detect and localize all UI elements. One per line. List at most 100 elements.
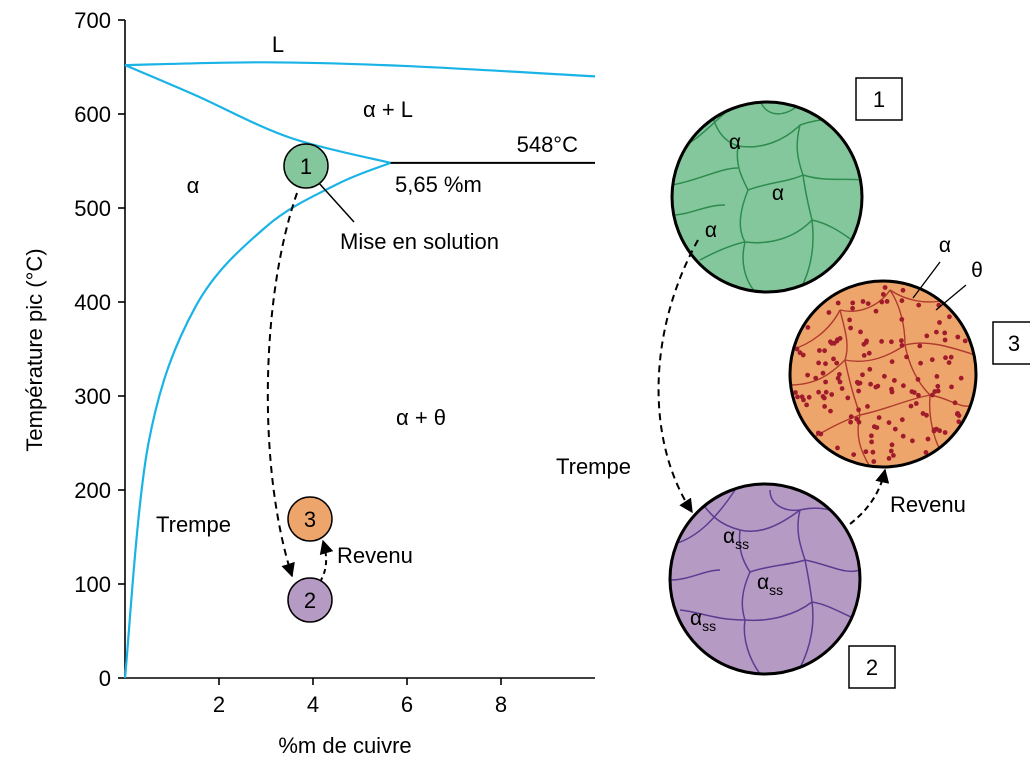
theta-precipitate xyxy=(884,299,890,304)
theta-precipitate xyxy=(901,383,906,389)
theta-precipitate xyxy=(956,419,962,425)
theta-precipitate xyxy=(861,341,867,347)
theta-precipitate xyxy=(820,370,826,376)
theta-precipitate xyxy=(850,300,856,306)
y-tick-label: 600 xyxy=(74,102,111,127)
micro-3-alpha-leader xyxy=(912,261,941,299)
step-1-box-frame xyxy=(855,77,903,121)
solution-leader-line xyxy=(317,181,355,223)
eutectic-temperature-label: 548°C xyxy=(517,132,579,157)
theta-precipitate xyxy=(816,389,821,395)
theta-precipitate xyxy=(818,431,824,437)
theta-precipitate xyxy=(848,414,854,420)
theta-precipitate xyxy=(930,392,935,398)
temper-arrow-chart xyxy=(319,539,334,583)
theta-precipitate xyxy=(899,317,905,322)
theta-precipitate xyxy=(899,298,905,304)
theta-precipitate xyxy=(850,305,855,311)
theta-precipitate xyxy=(823,389,829,395)
theta-precipitate xyxy=(866,350,872,356)
theta-precipitate xyxy=(929,357,935,363)
theta-precipitate xyxy=(892,426,898,432)
theta-precipitate xyxy=(880,292,886,297)
micro-3-theta-leader xyxy=(935,284,967,311)
theta-precipitate xyxy=(958,375,964,381)
x-axis-title: %m de cuivre xyxy=(278,733,411,758)
theta-precipitate xyxy=(955,411,961,416)
y-tick-label: 700 xyxy=(74,8,111,33)
micro-1-disc xyxy=(672,102,862,292)
micro-3-disc xyxy=(790,281,976,467)
theta-precipitate xyxy=(797,350,803,356)
theta-precipitate xyxy=(822,404,827,409)
phase-boundaries xyxy=(123,61,596,679)
theta-precipitate xyxy=(962,338,968,344)
region-label-liquid: L xyxy=(272,32,284,57)
microstructure-quenched: αss αss αss xyxy=(668,482,862,676)
x-tick-label: 2 xyxy=(213,692,225,717)
chart-axes xyxy=(124,20,595,679)
micro-3-precipitates xyxy=(793,285,968,464)
theta-precipitate xyxy=(821,395,827,401)
micro-2-alpha-ss-b: αss xyxy=(757,571,783,598)
theta-precipitate xyxy=(868,381,873,387)
theta-precipitate xyxy=(848,325,853,331)
theta-precipitate xyxy=(924,333,930,339)
quench-arrow-chart xyxy=(266,192,298,578)
eutectic-composition-label: 5,65 %m xyxy=(395,172,482,197)
temper-label-micro: Revenu xyxy=(890,492,966,517)
theta-precipitate xyxy=(869,433,874,439)
theta-precipitate xyxy=(913,401,919,406)
theta-precipitate xyxy=(918,360,923,366)
theta-precipitate xyxy=(920,411,926,416)
step-1-box-number: 1 xyxy=(873,87,885,112)
theta-precipitate xyxy=(869,439,874,445)
theta-precipitate xyxy=(801,397,806,403)
theta-precipitate xyxy=(946,360,952,365)
theta-precipitate xyxy=(942,430,948,435)
theta-precipitate xyxy=(845,395,851,401)
theta-precipitate xyxy=(867,366,873,372)
theta-precipitate xyxy=(873,384,879,390)
theta-precipitate xyxy=(882,373,887,379)
theta-precipitate xyxy=(851,452,857,457)
quench-arrow-micro xyxy=(657,239,699,514)
theta-precipitate xyxy=(813,375,819,381)
solidus-curve xyxy=(124,64,391,164)
theta-precipitate xyxy=(837,336,843,341)
microstructure-tempered: α θ xyxy=(788,234,983,469)
theta-precipitate xyxy=(948,354,954,360)
theta-precipitate xyxy=(879,339,884,344)
theta-precipitate xyxy=(848,419,853,425)
x-tick-label: 6 xyxy=(401,692,413,717)
micro-1-alpha-b: α xyxy=(772,182,784,205)
theta-precipitate xyxy=(934,374,940,379)
theta-precipitate xyxy=(805,372,810,378)
theta-precipitate xyxy=(835,375,841,381)
theta-precipitate xyxy=(888,448,894,454)
theta-precipitate xyxy=(823,379,828,385)
y-tick-label: 300 xyxy=(74,384,111,409)
theta-precipitate xyxy=(915,377,921,382)
theta-precipitate xyxy=(870,449,876,455)
solvus-curve xyxy=(123,161,391,679)
theta-precipitate xyxy=(942,330,948,336)
theta-precipitate xyxy=(871,459,877,464)
step-1-number: 1 xyxy=(300,154,312,179)
theta-precipitate xyxy=(823,361,828,367)
theta-precipitate xyxy=(899,338,904,344)
microstructure-solution-treated: α α α xyxy=(670,100,864,294)
temper-label-chart: Revenu xyxy=(337,543,413,568)
x-tick-label: 4 xyxy=(307,692,319,717)
step-2-box-frame xyxy=(848,645,896,689)
theta-precipitate xyxy=(889,386,894,392)
theta-precipitate xyxy=(892,378,897,383)
theta-precipitate xyxy=(795,394,800,400)
theta-precipitate xyxy=(816,360,821,366)
theta-precipitate xyxy=(886,420,892,425)
theta-precipitate xyxy=(909,389,915,394)
theta-precipitate xyxy=(829,392,835,397)
y-tick-label: 0 xyxy=(99,666,111,691)
theta-precipitate xyxy=(879,299,885,305)
